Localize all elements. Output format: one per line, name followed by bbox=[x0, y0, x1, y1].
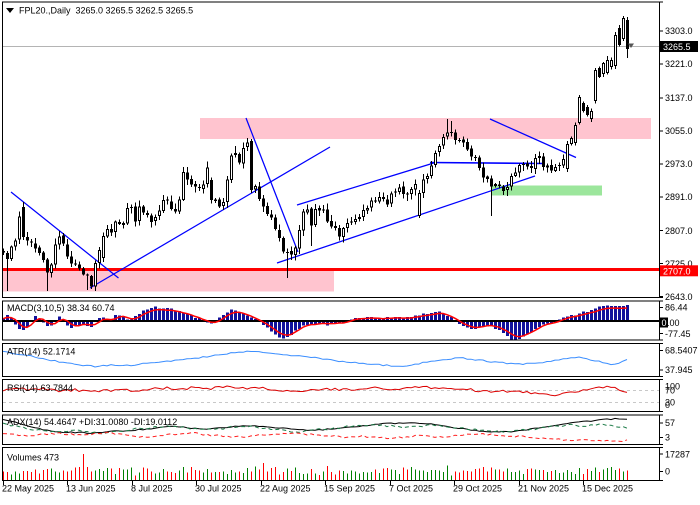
svg-text:15 Sep 2025: 15 Sep 2025 bbox=[324, 484, 375, 494]
svg-text:22 May 2025: 22 May 2025 bbox=[2, 484, 54, 494]
svg-text:-77.45: -77.45 bbox=[665, 329, 691, 339]
svg-text:2643.0: 2643.0 bbox=[665, 292, 693, 302]
svg-text:13 Jun 2025: 13 Jun 2025 bbox=[66, 484, 116, 494]
svg-text:FPL20.,Daily 3265.0 3265.5 32: FPL20.,Daily 3265.0 3265.5 3262.5 3265.5 bbox=[19, 6, 193, 16]
svg-text:29 Oct 2025: 29 Oct 2025 bbox=[453, 484, 502, 494]
svg-text:2707.0: 2707.0 bbox=[663, 266, 691, 276]
svg-text:70: 70 bbox=[665, 386, 675, 396]
svg-text:8 Jul 2025: 8 Jul 2025 bbox=[131, 484, 173, 494]
svg-text:RSI(14) 63.7844: RSI(14) 63.7844 bbox=[7, 383, 73, 393]
svg-text:22 Aug 2025: 22 Aug 2025 bbox=[260, 484, 311, 494]
svg-text:15 Dec 2025: 15 Dec 2025 bbox=[582, 484, 633, 494]
svg-text:0: 0 bbox=[665, 467, 670, 477]
svg-text:MACD(3,10,5) 38.34 60.74: MACD(3,10,5) 38.34 60.74 bbox=[7, 303, 115, 313]
svg-text:37.945: 37.945 bbox=[665, 365, 693, 375]
svg-text:21 Nov 2025: 21 Nov 2025 bbox=[518, 484, 569, 494]
svg-text:2807.0: 2807.0 bbox=[665, 226, 693, 236]
svg-text:7 Oct 2025: 7 Oct 2025 bbox=[389, 484, 433, 494]
svg-text:0: 0 bbox=[665, 400, 670, 410]
svg-text:3055.0: 3055.0 bbox=[665, 126, 693, 136]
svg-text:ATR(14) 52.1714: ATR(14) 52.1714 bbox=[7, 347, 75, 357]
svg-text:3137.0: 3137.0 bbox=[665, 93, 693, 103]
svg-text:17287: 17287 bbox=[665, 449, 690, 459]
svg-text:.00: .00 bbox=[667, 318, 680, 328]
svg-text:2891.0: 2891.0 bbox=[665, 192, 693, 202]
svg-text:2973.0: 2973.0 bbox=[665, 159, 693, 169]
svg-text:68.5407: 68.5407 bbox=[665, 346, 698, 356]
svg-text:3: 3 bbox=[665, 433, 670, 443]
svg-text:3265.5: 3265.5 bbox=[663, 42, 691, 52]
svg-text:Volumes 473: Volumes 473 bbox=[7, 453, 59, 463]
svg-text:57: 57 bbox=[665, 418, 675, 428]
svg-text:3221.0: 3221.0 bbox=[665, 59, 693, 69]
svg-text:ADX(14) 54.4647 +DI:31.0080 -D: ADX(14) 54.4647 +DI:31.0080 -DI:19.0112 bbox=[7, 417, 177, 427]
svg-text:3303.0: 3303.0 bbox=[665, 26, 693, 36]
svg-text:0: 0 bbox=[662, 318, 667, 328]
svg-text:30 Jul 2025: 30 Jul 2025 bbox=[195, 484, 242, 494]
svg-text:86.44: 86.44 bbox=[665, 303, 688, 313]
